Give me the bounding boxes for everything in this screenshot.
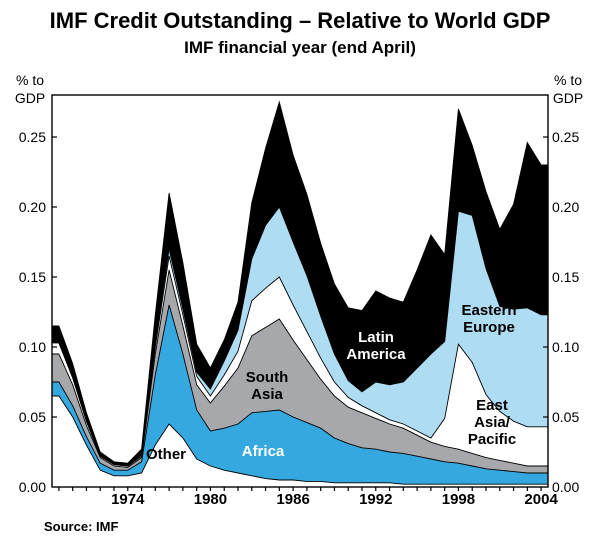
chart-subtitle: IMF financial year (end April)	[184, 38, 416, 57]
y-axis-unit-line: GDP	[552, 89, 584, 106]
area-boundary-africa	[52, 304, 548, 474]
plot-frame	[51, 94, 549, 488]
y-axis-unit-line: % to	[553, 72, 582, 88]
area-boundary-other	[52, 395, 548, 485]
chart-title: IMF Credit Outstanding – Relative to Wor…	[49, 8, 551, 33]
area-eastern-europe	[52, 207, 548, 466]
y-axis-unit-line: % to	[15, 72, 44, 88]
area-boundary-eastern-europe	[52, 206, 548, 467]
area-other	[52, 396, 548, 487]
y-axis-unit-left: % to GDP	[6, 72, 54, 107]
area-boundary-south-asia	[52, 269, 548, 468]
y-axis-unit-right: % to GDP	[544, 72, 592, 107]
area-south-asia	[52, 270, 548, 473]
area-africa	[52, 305, 548, 485]
area-boundary-latin-america	[52, 100, 548, 464]
source-label: Source: IMF	[44, 519, 119, 534]
area-east-asia-pacific	[52, 256, 548, 468]
y-axis-unit-line: GDP	[14, 89, 46, 106]
